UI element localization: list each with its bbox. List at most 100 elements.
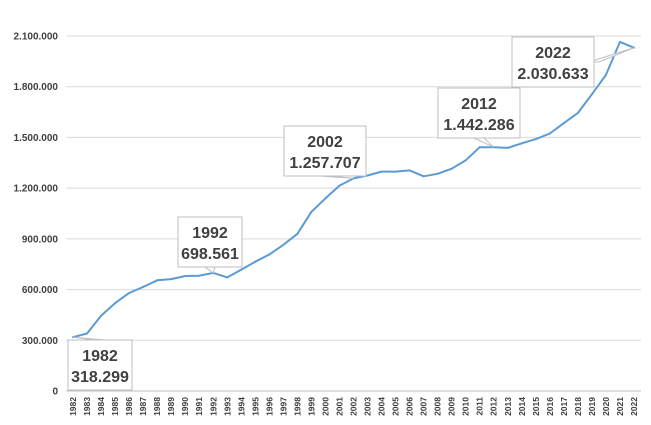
x-tick-label: 2005 [391, 397, 401, 416]
x-tick-label: 2008 [433, 397, 443, 416]
x-tick-label: 1987 [138, 397, 148, 416]
data-point [380, 170, 383, 173]
data-point [618, 40, 621, 43]
data-point [562, 122, 565, 125]
x-tick-label: 2004 [377, 397, 387, 416]
x-tick-label: 2014 [517, 397, 527, 416]
data-point [548, 132, 551, 135]
callout-value: 318.299 [71, 369, 129, 386]
y-tick-label: 600.000 [22, 285, 59, 296]
callout-1992: 1992 698.561 [177, 216, 243, 274]
x-tick-label: 2020 [601, 397, 611, 416]
x-tick-label: 2018 [573, 397, 583, 416]
callout-2012: 2012 1.442.286 [437, 87, 521, 148]
data-point [268, 253, 271, 256]
x-tick-label: 2013 [503, 397, 513, 416]
x-tick-label: 2003 [363, 397, 373, 416]
data-point [394, 170, 397, 173]
data-point [366, 174, 369, 177]
callout-2022: 2022 2.030.633 [511, 36, 635, 88]
y-tick-label: 0 [52, 387, 58, 398]
y-tick-label: 1.800.000 [14, 82, 59, 93]
data-point [128, 291, 131, 294]
x-tick-label: 1996 [264, 397, 274, 416]
x-tick-label: 2002 [349, 397, 359, 416]
x-tick-label: 1986 [124, 397, 134, 416]
data-point [114, 302, 117, 305]
callout-box [511, 36, 595, 88]
y-tick-label: 300.000 [22, 336, 59, 347]
callout-box [437, 87, 521, 139]
x-tick-label: 1983 [82, 397, 92, 416]
x-tick-label: 2015 [531, 397, 541, 416]
x-tick-label: 1995 [250, 397, 260, 416]
y-axis-ticks: 0 300.000 600.000 900.000 1.200.000 1.500.000… [14, 32, 59, 398]
x-tick-label: 1993 [222, 397, 232, 416]
data-point [254, 260, 257, 263]
callout-2002: 2002 1.257.707 [283, 125, 367, 179]
data-point [156, 279, 159, 282]
data-point [198, 274, 201, 277]
x-tick-label: 2009 [447, 397, 457, 416]
x-tick-label: 1988 [152, 397, 162, 416]
callout-year: 2012 [461, 96, 497, 113]
y-tick-label: 1.500.000 [14, 133, 59, 144]
callout-value: 1.442.286 [443, 117, 514, 134]
data-point [422, 175, 425, 178]
callout-pointer [473, 137, 495, 148]
x-tick-label: 2021 [615, 397, 625, 416]
x-tick-label: 1998 [292, 397, 302, 416]
data-point [310, 210, 313, 213]
callout-box [177, 216, 243, 268]
data-point [534, 138, 537, 141]
x-tick-label: 2010 [461, 397, 471, 416]
data-point [142, 286, 145, 289]
x-tick-label: 1997 [278, 397, 288, 416]
data-point [520, 142, 523, 145]
x-tick-label: 1992 [208, 397, 218, 416]
y-tick-label: 900.000 [22, 234, 59, 245]
callout-year: 1992 [192, 225, 228, 242]
data-point [296, 232, 299, 235]
x-tick-label: 1982 [68, 397, 78, 416]
x-tick-label: 2022 [629, 397, 639, 416]
x-tick-label: 2011 [475, 397, 485, 416]
x-tick-label: 2017 [559, 397, 569, 416]
data-point [100, 314, 103, 317]
data-point [590, 93, 593, 96]
x-tick-label: 1991 [194, 397, 204, 416]
callout-year: 2002 [307, 134, 343, 151]
x-tick-label: 1990 [180, 397, 190, 416]
x-tick-label: 2001 [334, 397, 344, 416]
data-point [184, 275, 187, 278]
callout-year: 2022 [535, 45, 571, 62]
x-tick-label: 2016 [545, 397, 555, 416]
data-point [226, 276, 229, 279]
callout-value: 1.257.707 [289, 155, 360, 172]
data-point [436, 172, 439, 175]
x-tick-label: 2007 [419, 397, 429, 416]
data-point [170, 278, 173, 281]
data-point [506, 146, 509, 149]
x-tick-label: 1994 [236, 397, 246, 416]
callout-box [67, 339, 133, 391]
data-point [576, 111, 579, 114]
data-point [240, 268, 243, 271]
x-tick-label: 1984 [96, 397, 106, 416]
callout-layer: 1982 318.299 1992 698.561 2002 1.257.707 2012 1… [67, 36, 635, 391]
data-point [464, 159, 467, 162]
data-point [338, 184, 341, 187]
callout-1982: 1982 318.299 [67, 336, 133, 391]
data-point [86, 332, 89, 335]
x-tick-label: 1989 [166, 397, 176, 416]
grid-layer [66, 35, 641, 392]
x-tick-label: 1985 [110, 397, 120, 416]
data-point [478, 146, 481, 149]
y-tick-label: 1.200.000 [14, 184, 59, 195]
data-point [450, 167, 453, 170]
callout-value: 2.030.633 [517, 66, 588, 83]
callout-value: 698.561 [181, 246, 239, 263]
x-tick-label: 2019 [587, 397, 597, 416]
x-axis-ticks: 1982 1983 1984 1985 1986 1987 1988 1989 1990 1991… [68, 397, 639, 416]
